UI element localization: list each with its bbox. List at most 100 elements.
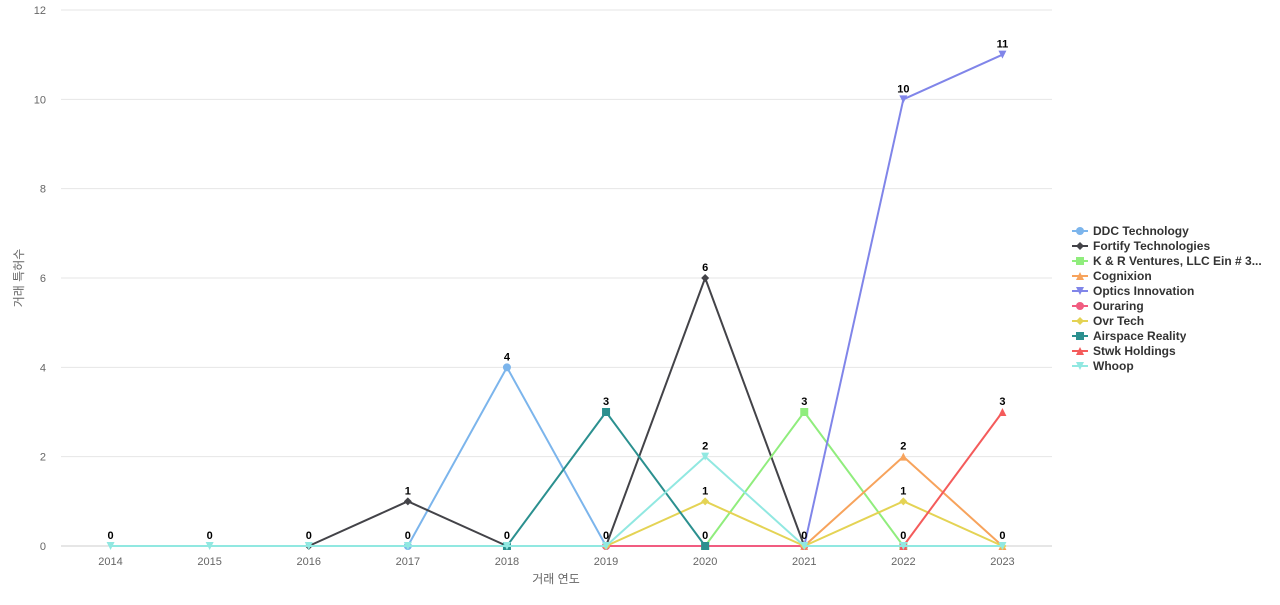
legend-label: Optics Innovation bbox=[1093, 283, 1195, 298]
series-line[interactable] bbox=[803, 53, 1003, 547]
legend-item[interactable]: Cognixion bbox=[1072, 268, 1277, 283]
legend-marker bbox=[1076, 256, 1084, 265]
data-label: 2 bbox=[900, 441, 906, 453]
legend-label: Stwk Holdings bbox=[1093, 343, 1176, 358]
legend-marker-icon bbox=[1072, 301, 1088, 310]
legend-marker bbox=[1076, 286, 1084, 295]
legend-item[interactable]: Ovr Tech bbox=[1072, 313, 1277, 328]
data-point[interactable] bbox=[800, 542, 809, 550]
data-point[interactable] bbox=[998, 408, 1007, 416]
data-point[interactable] bbox=[701, 274, 710, 282]
y-tick-label: 10 bbox=[34, 94, 46, 106]
series-stwk-holdings bbox=[899, 408, 1007, 550]
data-point[interactable] bbox=[602, 542, 611, 550]
x-tick-label: 2023 bbox=[990, 556, 1014, 568]
legend-item[interactable]: Airspace Reality bbox=[1072, 328, 1277, 343]
legend-marker-icon bbox=[1072, 256, 1088, 265]
data-point[interactable] bbox=[106, 542, 115, 550]
data-label: 0 bbox=[107, 530, 113, 542]
data-label: 3 bbox=[999, 396, 1005, 408]
legend-label: Ouraring bbox=[1093, 298, 1144, 313]
legend-item[interactable]: DDC Technology bbox=[1072, 223, 1277, 238]
legend-label: Ovr Tech bbox=[1093, 313, 1145, 328]
legend-marker-icon bbox=[1072, 271, 1088, 280]
legend-item[interactable]: K & R Ventures, LLC Ein # 3... bbox=[1072, 253, 1277, 268]
y-axis-title: 거래 특허수 bbox=[12, 249, 26, 308]
series-airspace-reality bbox=[502, 408, 710, 550]
data-label: 3 bbox=[603, 396, 609, 408]
y-tick-label: 12 bbox=[34, 5, 46, 17]
y-tick-label: 4 bbox=[40, 362, 46, 374]
legend-item[interactable]: Stwk Holdings bbox=[1072, 343, 1277, 358]
x-tick-label: 2019 bbox=[594, 556, 618, 568]
series-line[interactable] bbox=[308, 277, 806, 547]
legend-item[interactable]: Optics Innovation bbox=[1072, 283, 1277, 298]
data-label: 4 bbox=[504, 351, 511, 363]
legend-item[interactable]: Fortify Technologies bbox=[1072, 238, 1277, 253]
y-tick-label: 2 bbox=[40, 452, 46, 464]
series-line[interactable] bbox=[902, 411, 1004, 547]
data-point[interactable] bbox=[800, 408, 809, 416]
data-point[interactable] bbox=[403, 542, 412, 550]
legend-marker-icon bbox=[1072, 241, 1088, 250]
legend-label: Whoop bbox=[1093, 358, 1134, 373]
data-label: 0 bbox=[405, 530, 411, 542]
legend-item[interactable]: Whoop bbox=[1072, 358, 1277, 373]
data-point[interactable] bbox=[304, 542, 313, 550]
data-point[interactable] bbox=[899, 95, 908, 104]
x-tick-label: 2021 bbox=[792, 556, 816, 568]
data-label: 2 bbox=[702, 441, 708, 453]
legend-marker-icon bbox=[1072, 226, 1088, 235]
data-point[interactable] bbox=[502, 363, 511, 372]
legend-item[interactable]: Ouraring bbox=[1072, 298, 1277, 313]
data-point[interactable] bbox=[701, 497, 710, 506]
x-tick-label: 2014 bbox=[98, 556, 122, 568]
data-label: 0 bbox=[504, 530, 510, 542]
data-point[interactable] bbox=[701, 452, 710, 461]
legend-marker-icon bbox=[1072, 361, 1088, 370]
legend-marker bbox=[1076, 331, 1084, 340]
legend-marker bbox=[1076, 226, 1084, 235]
series-line[interactable] bbox=[110, 455, 1003, 547]
legend-label: Cognixion bbox=[1093, 268, 1152, 283]
data-point[interactable] bbox=[899, 497, 908, 506]
x-tick-label: 2015 bbox=[197, 556, 221, 568]
series-lines bbox=[106, 50, 1007, 550]
data-point[interactable] bbox=[899, 452, 908, 461]
data-label: 3 bbox=[801, 396, 807, 408]
legend-marker bbox=[1076, 271, 1084, 280]
series-line[interactable] bbox=[506, 411, 706, 547]
data-label: 0 bbox=[306, 530, 312, 542]
data-label: 1 bbox=[900, 485, 906, 497]
data-point[interactable] bbox=[998, 50, 1007, 59]
x-tick-label: 2016 bbox=[297, 556, 321, 568]
data-point[interactable] bbox=[502, 542, 511, 550]
data-point[interactable] bbox=[998, 542, 1007, 550]
series-line[interactable] bbox=[704, 411, 905, 547]
x-tick-label: 2020 bbox=[693, 556, 717, 568]
data-label: 1 bbox=[702, 485, 708, 497]
legend-marker-icon bbox=[1072, 346, 1088, 355]
data-label: 0 bbox=[207, 530, 213, 542]
x-tick-label: 2022 bbox=[891, 556, 915, 568]
data-point[interactable] bbox=[602, 408, 611, 416]
data-label: 0 bbox=[702, 530, 708, 542]
legend-label: K & R Ventures, LLC Ein # 3... bbox=[1093, 253, 1262, 268]
data-label: 6 bbox=[702, 262, 708, 274]
data-label: 11 bbox=[997, 39, 1009, 51]
data-label: 0 bbox=[999, 530, 1005, 542]
grid-lines bbox=[61, 9, 1052, 547]
data-label: 0 bbox=[603, 530, 609, 542]
data-label: 0 bbox=[801, 530, 807, 542]
data-point[interactable] bbox=[899, 542, 908, 550]
chart-legend: DDC Technology Fortify Technologies K & R … bbox=[1072, 223, 1277, 373]
x-axis-ticks: 2014 2015 2016 2017 2018 2019 2020 2021 2022 2023 bbox=[98, 556, 1014, 568]
data-point[interactable] bbox=[403, 497, 412, 506]
legend-marker bbox=[1076, 316, 1084, 325]
legend-marker-icon bbox=[1072, 286, 1088, 295]
y-axis-ticks: 0 2 4 6 8 10 12 bbox=[34, 5, 46, 553]
data-point[interactable] bbox=[701, 542, 710, 550]
data-point[interactable] bbox=[205, 542, 214, 550]
series-whoop bbox=[106, 452, 1007, 550]
